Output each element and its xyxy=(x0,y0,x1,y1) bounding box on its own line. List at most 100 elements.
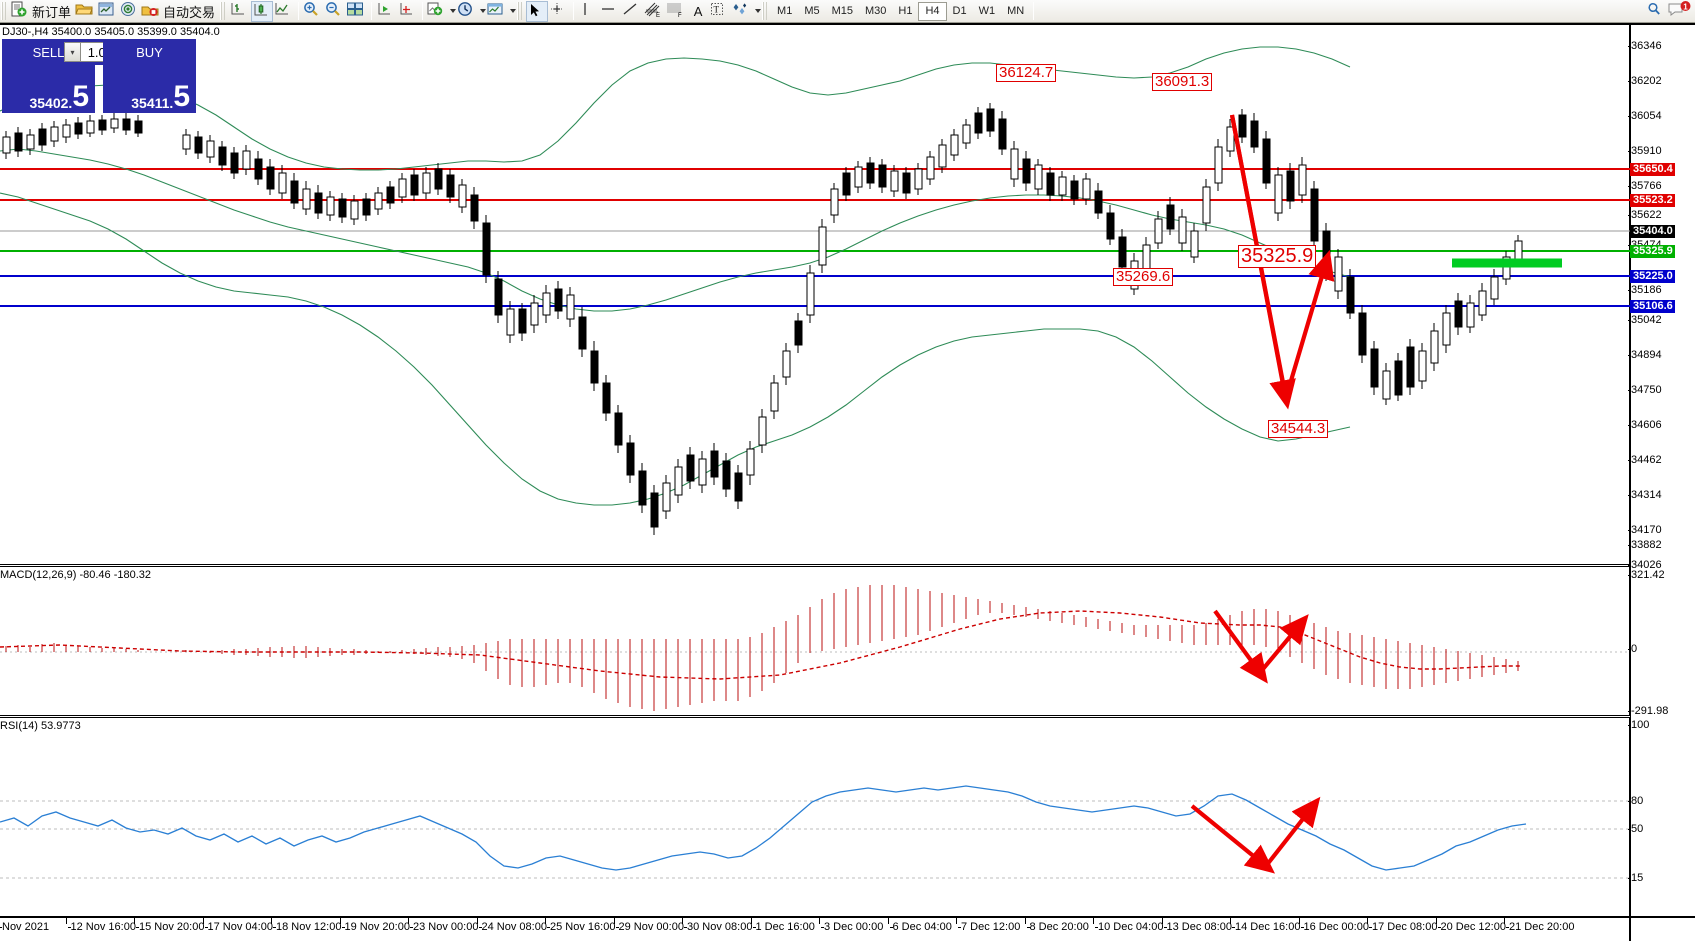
price-label-support-1[interactable]: 35225.0 xyxy=(1630,270,1675,283)
timeframe-w1[interactable]: W1 xyxy=(978,5,996,17)
timeframe-m30[interactable]: M30 xyxy=(865,5,887,17)
objects-dropdown-caret[interactable] xyxy=(755,9,762,13)
periods-button[interactable] xyxy=(456,1,478,22)
annotation-34544[interactable]: 34544.3 xyxy=(1268,420,1329,438)
market-watch-button[interactable] xyxy=(75,1,97,22)
toolbar-separator-3 xyxy=(422,2,424,20)
price-label-resistance-1[interactable]: 35650.4 xyxy=(1630,163,1675,176)
navigator-button[interactable] xyxy=(119,1,141,22)
chart-area[interactable]: DJ30-,H4 35400.0 35405.0 35399.0 35404.0… xyxy=(0,23,1695,941)
price-label-support-2[interactable]: 35106.6 xyxy=(1630,300,1675,313)
toolbar-grip-4[interactable] xyxy=(762,2,770,20)
toolbar-separator-4 xyxy=(573,2,575,20)
timeframe-mn[interactable]: MN xyxy=(1007,5,1025,17)
search-icon xyxy=(1648,2,1660,15)
timeframe-h4[interactable]: H4 xyxy=(918,1,947,21)
zoom-out-icon xyxy=(326,1,340,16)
new-order-label: 新订单 xyxy=(32,4,72,20)
indicators-dropdown-caret[interactable] xyxy=(450,9,457,13)
toolbar-separator-2 xyxy=(371,2,373,20)
price-tick: 36202 xyxy=(1628,75,1662,87)
template-icon xyxy=(487,3,503,14)
toolbar-grip-3[interactable] xyxy=(517,2,525,20)
buy-price[interactable]: 35411 . 5 xyxy=(103,65,196,113)
annotation-35269[interactable]: 35269.6 xyxy=(1113,268,1174,286)
price-label-current[interactable]: 35325.9 xyxy=(1630,245,1675,258)
pane-separator-rsi[interactable] xyxy=(0,715,1630,718)
annotation-36091[interactable]: 36091.3 xyxy=(1152,73,1213,91)
time-tick: 17 Nov 04:00 xyxy=(204,921,273,933)
vertical-line-icon xyxy=(584,2,586,15)
alerts-button[interactable]: 1 xyxy=(1667,0,1691,22)
vertical-line-tool-button[interactable] xyxy=(577,1,599,22)
auto-scroll-button[interactable] xyxy=(375,1,397,22)
candlestick-chart-button[interactable] xyxy=(251,0,274,22)
time-tick-mark xyxy=(134,918,135,924)
search-button[interactable] xyxy=(1645,1,1667,22)
time-tick-mark xyxy=(613,918,615,924)
price-tick: 35766 xyxy=(1628,180,1662,192)
timeframe-m1[interactable]: M1 xyxy=(777,5,793,17)
autotrading-button[interactable] xyxy=(141,1,163,22)
timeframe-m5[interactable]: M5 xyxy=(804,5,820,17)
toolbar-grip[interactable] xyxy=(1,2,8,20)
cursor-tool-button[interactable] xyxy=(526,0,549,22)
svg-text:E: E xyxy=(656,13,660,18)
time-tick: 14 Dec 16:00 xyxy=(1231,921,1301,933)
fibonacci-tool-button[interactable]: F xyxy=(665,1,687,22)
toolbar-grip-2[interactable] xyxy=(220,2,228,20)
price-scale[interactable]: 36346 36202 36054 35910 35766 35622 3547… xyxy=(1627,23,1695,941)
time-tick-mark xyxy=(476,918,478,924)
new-order-button[interactable] xyxy=(10,1,32,22)
time-tick: 25 Nov 16:00 xyxy=(546,921,616,933)
horizontal-line-icon xyxy=(602,7,615,10)
macd-tick: 0 xyxy=(1627,643,1638,655)
time-tick: 7 Dec 12:00 xyxy=(957,921,1021,933)
annotation-35325[interactable]: 35325.9 xyxy=(1238,245,1317,268)
one-click-trading-panel[interactable]: SELL ▾ 1.00 ▴ BUY 35402 . 5 35411 . 5 xyxy=(2,39,196,113)
shapes-icon xyxy=(733,2,747,14)
buy-price-dot: . xyxy=(169,95,174,111)
annotation-36124[interactable]: 36124.7 xyxy=(996,64,1057,82)
price-tick: 34894 xyxy=(1628,349,1662,361)
data-window-button[interactable] xyxy=(97,1,119,22)
sell-price[interactable]: 35402 . 5 xyxy=(2,65,95,113)
templates-dropdown-caret[interactable] xyxy=(510,9,517,13)
periods-dropdown-caret[interactable] xyxy=(480,9,487,13)
time-tick-mark xyxy=(956,918,957,924)
svg-text:1: 1 xyxy=(1683,2,1688,11)
rsi-tick: 15 xyxy=(1627,872,1644,884)
price-label-bid[interactable]: 35404.0 xyxy=(1630,225,1675,238)
label-tool-button[interactable]: T xyxy=(709,1,731,22)
zoom-out-button[interactable] xyxy=(324,1,346,22)
buy-button[interactable]: BUY xyxy=(103,39,196,65)
horizontal-line-tool-button[interactable] xyxy=(599,1,621,22)
chart-shift-button[interactable] xyxy=(397,1,419,22)
trendline-tool-button[interactable] xyxy=(621,1,643,22)
equidistant-channel-tool-button[interactable]: E xyxy=(643,1,665,22)
clock-icon xyxy=(458,1,472,16)
timeframe-d1[interactable]: D1 xyxy=(952,5,967,17)
price-tick: 35186 xyxy=(1628,284,1662,296)
crosshair-tool-button[interactable] xyxy=(548,1,570,22)
price-label-resistance-2[interactable]: 35523.2 xyxy=(1630,194,1675,207)
text-tool-button[interactable]: A xyxy=(687,1,709,22)
volume-decrease-button[interactable]: ▾ xyxy=(64,42,81,62)
zoom-in-button[interactable] xyxy=(302,1,324,22)
time-tick: 29 Nov 00:00 xyxy=(615,921,684,933)
main-toolbar: 新订单 自动交易 xyxy=(0,0,1695,23)
folder-icon xyxy=(75,4,93,14)
macd-tick: -291.98 xyxy=(1627,705,1669,717)
indicators-button[interactable] xyxy=(426,1,448,22)
timeframe-m15[interactable]: M15 xyxy=(831,5,853,17)
objects-list-button[interactable] xyxy=(731,1,753,22)
text-icon: A xyxy=(693,3,703,19)
tile-windows-button[interactable] xyxy=(346,1,368,22)
line-chart-button[interactable] xyxy=(273,1,295,22)
pane-separator-macd[interactable] xyxy=(0,564,1630,567)
price-tick: 36054 xyxy=(1628,110,1662,122)
templates-button[interactable] xyxy=(486,1,508,22)
timeframe-h1[interactable]: H1 xyxy=(898,5,913,17)
chevron-down-icon: ▾ xyxy=(70,47,75,57)
bar-chart-button[interactable] xyxy=(229,1,251,22)
